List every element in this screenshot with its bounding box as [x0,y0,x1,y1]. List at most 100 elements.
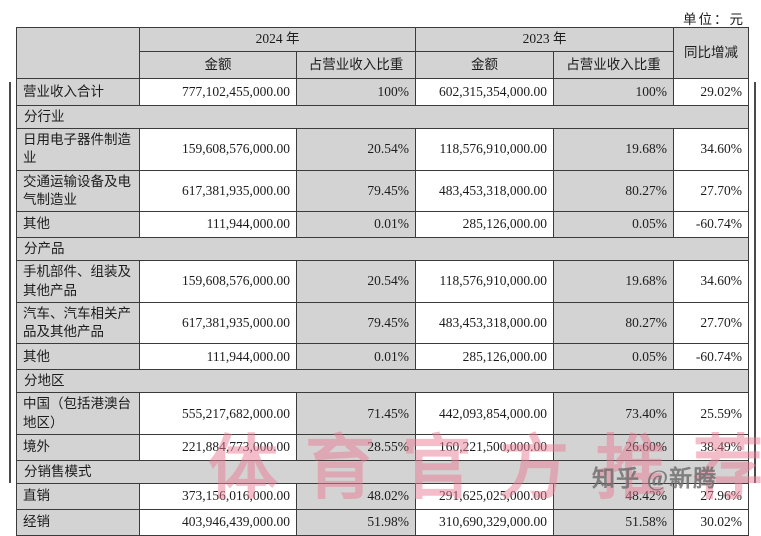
row-label: 汽车、汽车相关产品及其他产品 [16,301,140,345]
table-row: 直销 373,156,016,000.00 48.02% 291,625,025,00… [16,483,749,511]
section-row: 分行业 [16,104,749,130]
proportion-2023: 19.68% [553,260,674,303]
proportion-2023: 19.68% [553,128,674,171]
table-row: 交通运输设备及电气制造业 617,381,935,000.00 79.45% 483,… [16,169,749,213]
row-label: 其他 [16,211,140,239]
amount-2024: 777,102,455,000.00 [139,78,297,106]
yoy-change: 27.96% [673,483,749,511]
proportion-2024: 79.45% [296,301,416,345]
header-amount-2024: 金额 [139,51,297,79]
row-label: 营业收入合计 [16,78,140,106]
amount-2024: 159,608,576,000.00 [139,260,297,303]
amount-2023: 483,453,318,000.00 [415,301,554,345]
table-row: 其他 111,944,000.00 0.01% 285,126,000.00 0.05%… [16,343,749,371]
proportion-2023: 51.58% [553,509,674,536]
header-year-2024: 2024 年 [139,27,416,52]
revenue-breakdown-table: 2024 年 2023 年 同比增减 金额 占营业收入比重 金额 占营业收入比重… [16,27,749,536]
proportion-2024: 100% [296,78,416,106]
table-body: 营业收入合计 777,102,455,000.00 100% 602,315,354,… [16,78,749,536]
yoy-change: 27.70% [673,301,749,345]
yoy-change: 34.60% [673,128,749,171]
proportion-2024: 0.01% [296,211,416,239]
section-row: 分销售模式 [16,459,749,485]
proportion-2024: 20.54% [296,260,416,303]
yoy-change: 25.59% [673,392,749,435]
amount-2024: 555,217,682,000.00 [139,392,297,435]
row-label: 其他 [16,343,140,371]
amount-2024: 159,608,576,000.00 [139,128,297,171]
proportion-2023: 26.60% [553,433,674,461]
proportion-2023: 48.42% [553,483,674,511]
yoy-change: 29.02% [673,78,749,106]
yoy-change: 30.02% [673,509,749,536]
amount-2023: 602,315,354,000.00 [415,78,554,106]
yoy-change: 34.60% [673,260,749,303]
table-row: 其他 111,944,000.00 0.01% 285,126,000.00 0.05%… [16,211,749,239]
yoy-change: -60.74% [673,211,749,239]
unit-label: 单位：元 [683,12,745,27]
row-label: 中国（包括港澳台地区） [16,392,140,435]
table-row: 日用电子器件制造业 159,608,576,000.00 20.54% 118,576… [16,128,749,171]
section-label: 分销售模式 [16,459,749,485]
proportion-2023: 100% [553,78,674,106]
table-row: 境外 221,884,773,000.00 28.55% 160,221,500,00… [16,433,749,461]
section-label: 分产品 [16,237,749,262]
table-row: 中国（包括港澳台地区） 555,217,682,000.00 71.45% 442,0… [16,392,749,435]
amount-2023: 285,126,000.00 [415,211,554,239]
amount-2024: 111,944,000.00 [139,211,297,239]
table-row: 汽车、汽车相关产品及其他产品 617,381,935,000.00 79.45% 48… [16,301,749,345]
page-edge-line-right [754,82,756,483]
header-row-years: 2024 年 2023 年 同比增减 [16,27,749,79]
amount-2023: 160,221,500,000.00 [415,433,554,461]
amount-2024: 403,946,439,000.00 [139,509,297,536]
header-proportion-2023: 占营业收入比重 [553,51,674,79]
row-label: 经销 [16,509,140,536]
row-label: 直销 [16,483,140,511]
amount-2024: 111,944,000.00 [139,343,297,371]
amount-2024: 373,156,016,000.00 [139,483,297,511]
amount-2023: 291,625,025,000.00 [415,483,554,511]
row-label: 日用电子器件制造业 [16,128,140,171]
amount-2023: 285,126,000.00 [415,343,554,371]
yoy-change: -60.74% [673,343,749,371]
section-row: 分地区 [16,369,749,394]
header-amount-2023: 金额 [415,51,554,79]
page-edge-line-left [9,82,11,483]
proportion-2024: 71.45% [296,392,416,435]
amount-2023: 118,576,910,000.00 [415,260,554,303]
proportion-2023: 0.05% [553,211,674,239]
amount-2023: 310,690,329,000.00 [415,509,554,536]
proportion-2023: 73.40% [553,392,674,435]
proportion-2024: 0.01% [296,343,416,371]
header-yoy-change: 同比增减 [673,27,749,79]
header-proportion-2024: 占营业收入比重 [296,51,416,79]
header-row-subcolumns: 金额 占营业收入比重 金额 占营业收入比重 [17,51,749,79]
row-label: 交通运输设备及电气制造业 [16,169,140,213]
row-label: 境外 [16,433,140,461]
proportion-2023: 80.27% [553,301,674,345]
yoy-change: 27.70% [673,169,749,213]
yoy-change: 38.49% [673,433,749,461]
table-row: 手机部件、组装及其他产品 159,608,576,000.00 20.54% 118,… [16,260,749,303]
section-label: 分地区 [16,369,749,394]
corner-empty-cell [16,27,140,79]
table-row: 营业收入合计 777,102,455,000.00 100% 602,315,354,… [16,78,749,106]
proportion-2024: 28.55% [296,433,416,461]
proportion-2024: 51.98% [296,509,416,536]
section-row: 分产品 [16,237,749,262]
section-label: 分行业 [16,104,749,130]
proportion-2023: 0.05% [553,343,674,371]
amount-2024: 617,381,935,000.00 [139,169,297,213]
amount-2023: 483,453,318,000.00 [415,169,554,213]
amount-2023: 118,576,910,000.00 [415,128,554,171]
proportion-2024: 20.54% [296,128,416,171]
proportion-2023: 80.27% [553,169,674,213]
table-row: 经销 403,946,439,000.00 51.98% 310,690,329,00… [16,509,749,536]
proportion-2024: 48.02% [296,483,416,511]
amount-2024: 617,381,935,000.00 [139,301,297,345]
amount-2023: 442,093,854,000.00 [415,392,554,435]
row-label: 手机部件、组装及其他产品 [16,260,140,303]
proportion-2024: 79.45% [296,169,416,213]
header-year-2023: 2023 年 [415,27,674,52]
amount-2024: 221,884,773,000.00 [139,433,297,461]
